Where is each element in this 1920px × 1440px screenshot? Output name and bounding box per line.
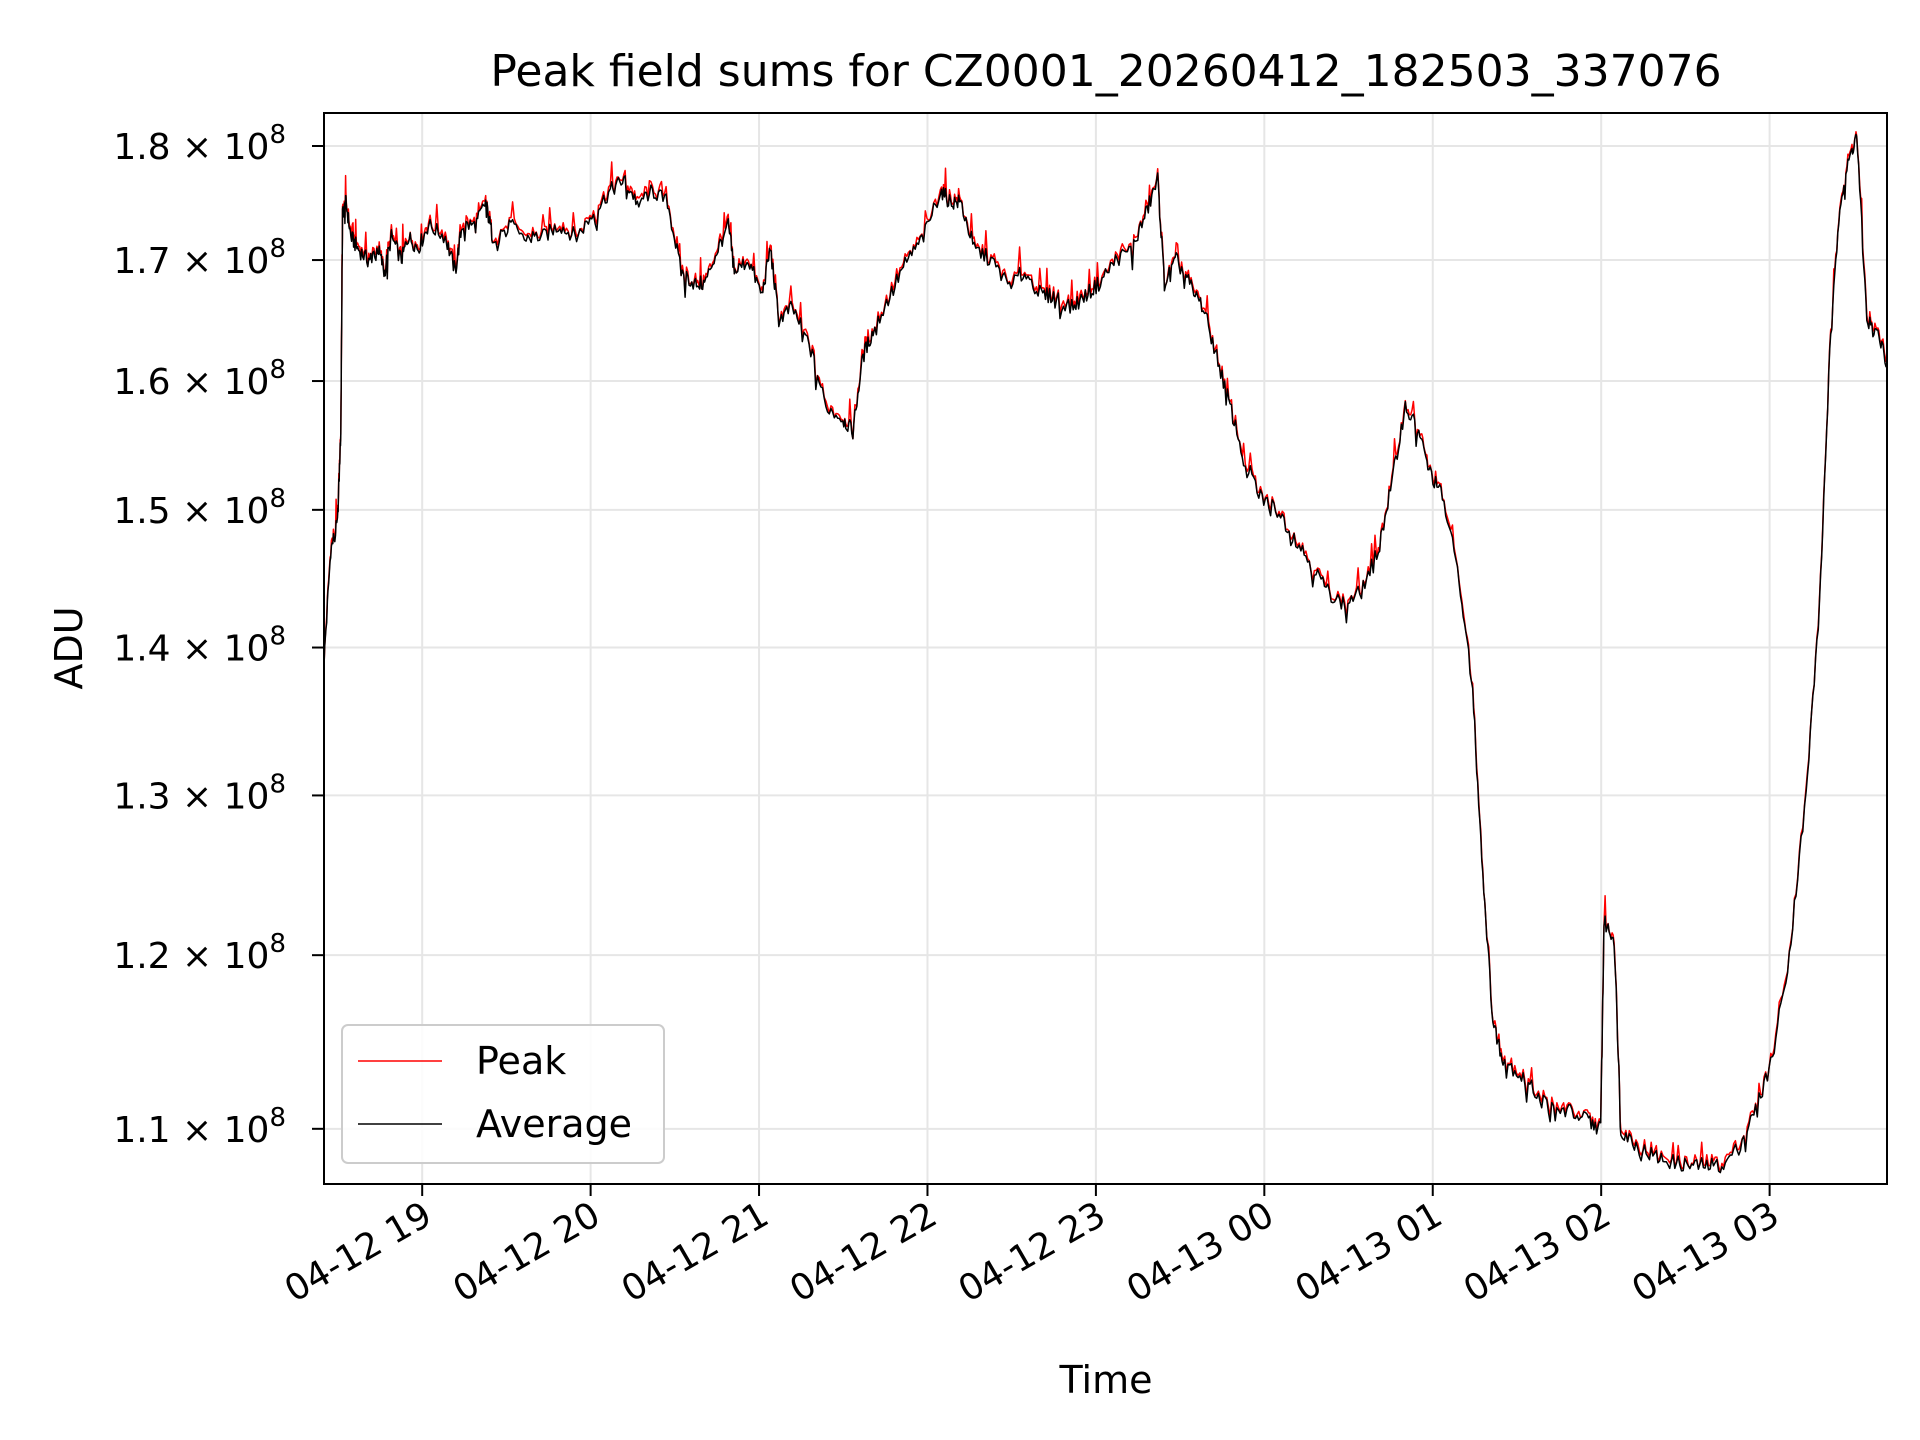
series-line-average bbox=[323, 133, 1888, 1174]
y-tick-label-base: 1.7 × 10 bbox=[113, 241, 269, 282]
y-tick-label: 1.7 × 108 bbox=[113, 234, 286, 282]
grid bbox=[324, 113, 1887, 1184]
y-tick-label-base: 1.5 × 10 bbox=[113, 491, 269, 532]
y-tick-label: 1.8 × 108 bbox=[113, 120, 286, 168]
chart-title: Peak field sums for CZ0001_20260412_1825… bbox=[490, 46, 1721, 97]
y-tick-label-exponent: 8 bbox=[269, 1103, 286, 1133]
y-tick-label: 1.2 × 108 bbox=[113, 929, 286, 977]
legend-label-average: Average bbox=[476, 1102, 632, 1146]
legend: Peak Average bbox=[341, 1024, 665, 1164]
y-tick-label-base: 1.1 × 10 bbox=[113, 1110, 269, 1151]
y-tick-label: 1.3 × 108 bbox=[113, 769, 286, 817]
y-tick-label-exponent: 8 bbox=[269, 929, 286, 959]
y-tick-label: 1.5 × 108 bbox=[113, 484, 286, 532]
legend-label-peak: Peak bbox=[476, 1039, 566, 1083]
data-lines bbox=[323, 130, 1888, 1174]
x-axis-label: Time bbox=[1059, 1358, 1153, 1402]
y-tick-label-base: 1.4 × 10 bbox=[113, 629, 269, 670]
y-tick-label: 1.1 × 108 bbox=[113, 1103, 286, 1151]
y-tick-label-base: 1.6 × 10 bbox=[113, 362, 269, 403]
y-tick-label-exponent: 8 bbox=[269, 355, 286, 385]
y-tick-label-exponent: 8 bbox=[269, 120, 286, 150]
y-tick-label-exponent: 8 bbox=[269, 484, 286, 514]
y-tick-label-exponent: 8 bbox=[269, 622, 286, 652]
y-tick-label-exponent: 8 bbox=[269, 769, 286, 799]
y-tick-label-base: 1.8 × 10 bbox=[113, 127, 269, 168]
y-tick-label-base: 1.2 × 10 bbox=[113, 936, 269, 977]
y-tick-label: 1.6 × 108 bbox=[113, 355, 286, 403]
y-tick-label-base: 1.3 × 10 bbox=[113, 776, 269, 817]
y-axis-label: ADU bbox=[47, 606, 91, 689]
y-tick-label-exponent: 8 bbox=[269, 234, 286, 264]
legend-box bbox=[341, 1024, 665, 1164]
y-tick-label: 1.4 × 108 bbox=[113, 622, 286, 670]
